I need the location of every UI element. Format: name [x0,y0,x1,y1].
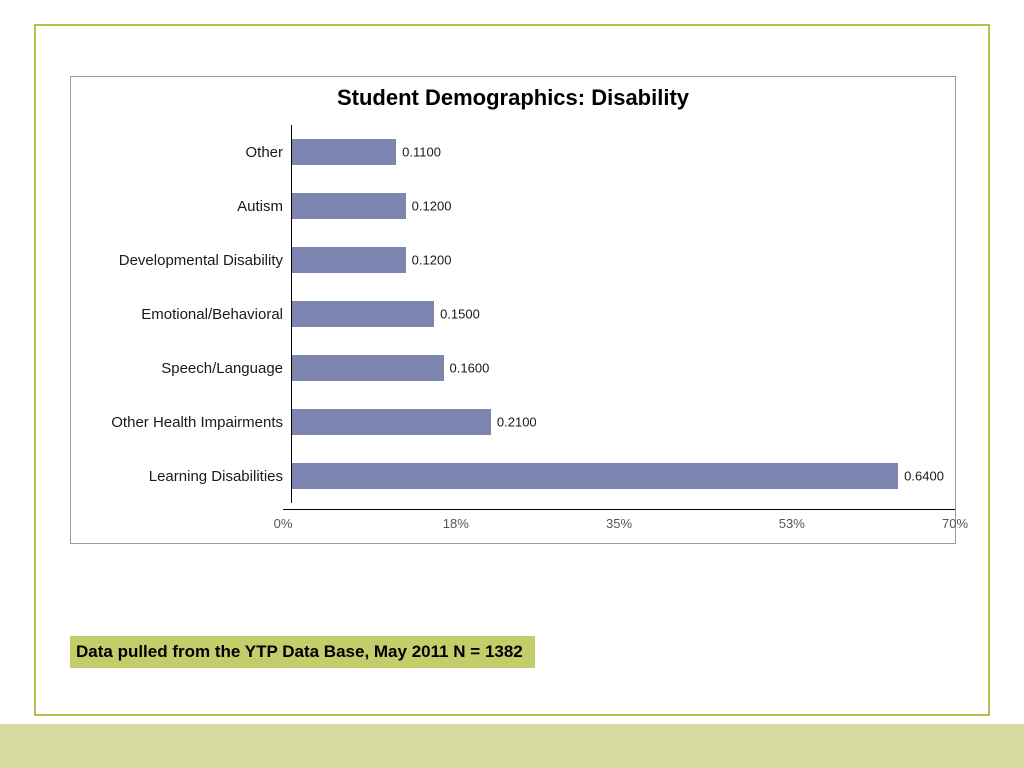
chart-plot-area: Other0.1100Autism0.1200Developmental Dis… [71,125,955,543]
bar-track: 0.1200 [291,233,955,287]
bar [292,247,406,273]
y-axis-label: Developmental Disability [71,252,291,269]
source-caption: Data pulled from the YTP Data Base, May … [70,636,535,668]
x-axis: 0%18%35%53%70% [71,503,955,538]
x-axis-tick: 0% [274,516,293,531]
bar [292,139,396,165]
bar [292,355,444,381]
chart-row: Speech/Language 0.1600 [71,341,955,395]
chart-row: Other 0.1100 [71,125,955,179]
bar-value-label: 0.1100 [402,145,441,160]
bar-track: 0.1200 [291,179,955,233]
slide-inner-frame: Student Demographics: Disability Other 0.… [34,24,990,716]
bar-value-label: 0.1500 [440,307,480,322]
bar [292,463,898,489]
y-axis-label: Speech/Language [71,360,291,377]
y-axis-label: Other [71,144,291,161]
chart-row: Autism 0.1200 [71,179,955,233]
chart-rows: Other0.1100Autism0.1200Developmental Dis… [71,125,955,503]
bar-track: 0.1500 [291,287,955,341]
x-axis-tick: 18% [443,516,469,531]
x-axis-tick: 53% [779,516,805,531]
bar-track: 0.2100 [291,395,955,449]
footer-band [0,724,1024,768]
x-axis-spacer [71,503,283,538]
slide: Student Demographics: Disability Other 0.… [0,0,1024,768]
bar [292,409,491,435]
chart-title: Student Demographics: Disability [71,77,955,125]
bar-track: 0.1100 [291,125,955,179]
chart-row: Learning Disabilities 0.6400 [71,449,955,503]
chart-row: Emotional/Behavioral 0.1500 [71,287,955,341]
chart-row: Other Health Impairments 0.2100 [71,395,955,449]
bar [292,301,434,327]
bar-track: 0.6400 [291,449,955,503]
y-axis-label: Autism [71,198,291,215]
x-axis-tick: 35% [606,516,632,531]
x-axis-line: 0%18%35%53%70% [283,509,955,538]
y-axis-label: Emotional/Behavioral [71,306,291,323]
bar-value-label: 0.2100 [497,415,537,430]
bar-value-label: 0.1200 [412,199,452,214]
y-axis-label: Learning Disabilities [71,468,291,485]
bar [292,193,406,219]
chart-row: Developmental Disability 0.1200 [71,233,955,287]
bar-value-label: 0.1200 [412,253,452,268]
bar-track: 0.1600 [291,341,955,395]
y-axis-label: Other Health Impairments [71,414,291,431]
bar-value-label: 0.6400 [904,469,944,484]
x-axis-tick: 70% [942,516,968,531]
chart-panel: Student Demographics: Disability Other 0.… [70,76,956,544]
bar-value-label: 0.1600 [450,361,490,376]
